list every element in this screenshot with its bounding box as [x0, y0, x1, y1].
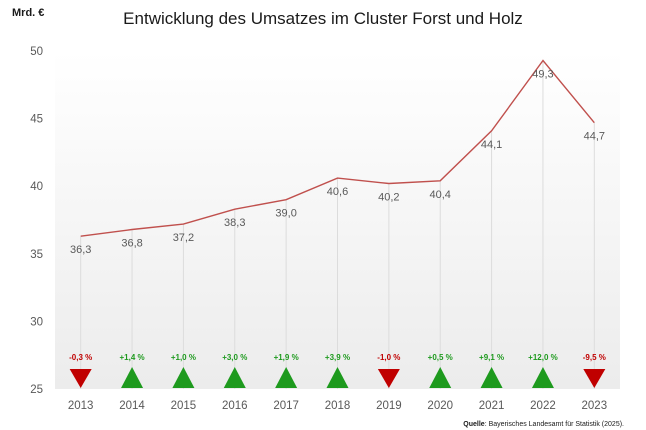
data-label: 40,6 — [327, 186, 348, 198]
x-tick-label: 2013 — [68, 400, 94, 412]
change-label: +1,4 % — [119, 353, 144, 362]
source-label: Quelle — [463, 421, 485, 428]
x-tick-label: 2014 — [119, 400, 145, 412]
x-tick-label: 2017 — [273, 400, 299, 412]
change-label: -1,0 % — [377, 353, 400, 362]
data-label: 44,1 — [481, 139, 502, 151]
arrow-up-icon — [429, 367, 452, 388]
data-label: 38,3 — [224, 217, 245, 229]
change-label: +0,5 % — [428, 353, 453, 362]
arrow-up-icon — [223, 367, 246, 388]
x-tick-label: 2023 — [582, 400, 608, 412]
x-tick-label: 2015 — [171, 400, 197, 412]
change-label: -9,5 % — [583, 353, 606, 362]
x-tick-label: 2018 — [325, 400, 351, 412]
data-labels: 36,3 36,8 37,2 38,3 39,0 40,6 40,2 40,4 44,1 49,3… — [70, 68, 605, 256]
x-axis: 2013 2014 2015 2016 2017 2018 2019 2020 2021 2022… — [68, 400, 607, 412]
data-label: 36,8 — [121, 237, 142, 249]
arrow-up-icon — [480, 367, 503, 388]
change-label: +3,9 % — [325, 353, 350, 362]
source-text: : Bayerisches Landesamt für Statistik (2… — [485, 421, 624, 428]
chart-title: Entwicklung des Umsatzes im Cluster Fors… — [123, 9, 523, 28]
y-tick-label: 45 — [30, 114, 43, 126]
y-axis-unit: Mrd. € — [12, 7, 44, 19]
change-label: +1,0 % — [171, 353, 196, 362]
x-tick-label: 2020 — [427, 400, 453, 412]
data-label: 39,0 — [275, 208, 296, 220]
x-tick-label: 2019 — [376, 400, 402, 412]
y-tick-label: 50 — [30, 46, 43, 58]
data-label: 49,3 — [532, 68, 553, 80]
change-label: +3,0 % — [222, 353, 247, 362]
change-label: -0,3 % — [69, 353, 92, 362]
arrow-up-icon — [172, 367, 195, 388]
x-tick-label: 2021 — [479, 400, 505, 412]
change-indicators: -0,3 % +1,4 % +1,0 % +3,0 % +1,9 % +3,9 % -1,0… — [69, 353, 606, 388]
arrow-up-icon — [121, 367, 144, 388]
x-tick-label: 2016 — [222, 400, 248, 412]
change-label: +12,0 % — [528, 353, 558, 362]
series-line — [80, 59, 595, 237]
arrow-up-icon — [326, 367, 349, 388]
data-label: 40,2 — [378, 191, 399, 203]
arrow-down-icon — [583, 369, 606, 388]
x-tick-label: 2022 — [530, 400, 556, 412]
arrow-up-icon — [531, 367, 554, 388]
data-label: 40,4 — [430, 189, 451, 201]
y-axis: 25 30 35 40 45 50 — [30, 46, 43, 396]
y-tick-label: 40 — [30, 181, 43, 193]
y-tick-label: 25 — [30, 384, 43, 396]
data-label: 44,7 — [584, 131, 605, 143]
arrow-down-icon — [377, 369, 400, 388]
change-label: +9,1 % — [479, 353, 504, 362]
data-label: 37,2 — [173, 232, 194, 244]
drop-lines — [80, 60, 595, 389]
data-label: 36,3 — [70, 244, 91, 256]
source-note: Quelle: Bayerisches Landesamt für Statis… — [463, 421, 624, 428]
y-tick-label: 35 — [30, 249, 43, 261]
arrow-down-icon — [69, 369, 92, 388]
change-label: +1,9 % — [274, 353, 299, 362]
arrow-up-icon — [275, 367, 298, 388]
y-tick-label: 30 — [30, 316, 43, 328]
